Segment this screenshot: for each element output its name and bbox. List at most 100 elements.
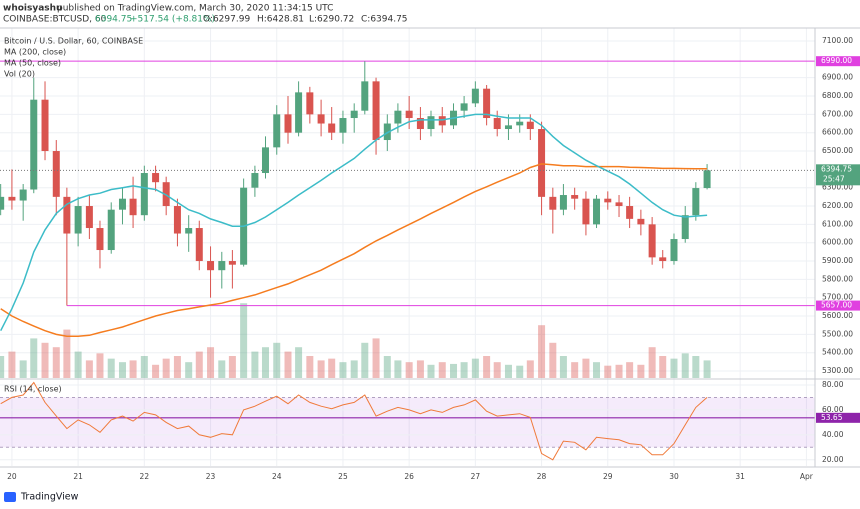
y-tick-label: 5800.00 xyxy=(822,274,853,283)
volume-bar xyxy=(52,347,60,378)
candle-body xyxy=(571,195,579,199)
volume-bar xyxy=(659,356,667,378)
last-price-box xyxy=(816,164,860,186)
y-tick-label: 6100.00 xyxy=(822,219,853,228)
candle-body xyxy=(63,196,71,234)
volume-bar xyxy=(383,356,391,378)
y-tick-label: 6900.00 xyxy=(822,73,853,82)
volume-bar xyxy=(107,358,115,378)
last-price: 6394.75 xyxy=(95,15,132,25)
candle-body xyxy=(195,228,203,262)
footer-brand: TradingView xyxy=(20,492,79,503)
legend-entry: MA (50, close) xyxy=(4,59,61,68)
candle-body xyxy=(471,88,479,104)
volume-bar xyxy=(63,329,71,378)
rsi-tick-label: 60.00 xyxy=(822,405,844,414)
x-tick-label: 24 xyxy=(272,472,282,481)
x-tick-label: 21 xyxy=(73,472,83,481)
candle-body xyxy=(140,173,148,216)
volume-bar xyxy=(372,338,380,378)
volume-bar xyxy=(85,360,93,378)
y-tick-label: 7100.00 xyxy=(822,36,853,45)
candle-body xyxy=(427,116,435,130)
volume-bar xyxy=(582,358,590,378)
volume-bar xyxy=(41,342,49,378)
rsi-label-box xyxy=(816,412,860,423)
candle-body xyxy=(328,123,336,133)
rsi-tick-label: 40.00 xyxy=(822,430,844,439)
candle-body xyxy=(383,123,391,141)
volume-bar xyxy=(471,358,479,378)
candle-body xyxy=(273,114,281,148)
y-tick-label: 6200.00 xyxy=(822,201,853,210)
volume-bar xyxy=(549,342,557,378)
volume-bar xyxy=(162,358,170,378)
legend-entry: Vol (20) xyxy=(4,70,35,79)
candle-body xyxy=(96,228,104,251)
volume-bar xyxy=(30,338,38,378)
volume-bar xyxy=(450,363,458,378)
candle-body xyxy=(118,198,126,210)
volume-bar xyxy=(207,347,215,378)
x-tick-label: 28 xyxy=(537,472,547,481)
ohlc-high: H:6428.81 xyxy=(257,15,304,25)
volume-bar xyxy=(692,356,700,378)
volume-bar xyxy=(118,362,126,378)
candle-body xyxy=(405,110,413,119)
y-tick-label: 6300.00 xyxy=(822,183,853,192)
rsi-tick-label: 20.00 xyxy=(822,455,844,464)
volume-bar xyxy=(350,360,358,378)
y-tick-label: 6000.00 xyxy=(822,238,853,247)
x-tick-label: 30 xyxy=(669,472,679,481)
volume-bar xyxy=(273,342,281,378)
candle-body xyxy=(317,114,325,124)
volume-bar xyxy=(559,356,567,378)
x-tick-label: 25 xyxy=(338,472,348,481)
volume-bar xyxy=(637,364,645,378)
x-tick-label: 26 xyxy=(404,472,414,481)
y-tick-label: 6800.00 xyxy=(822,91,853,100)
volume-bar xyxy=(19,360,27,378)
price-label: 6990.00 xyxy=(821,56,852,65)
volume-bar xyxy=(140,356,148,378)
candle-body xyxy=(129,198,137,216)
volume-bar xyxy=(0,356,5,378)
candle-body xyxy=(173,206,181,234)
volume-bar xyxy=(317,360,325,378)
candle-body xyxy=(74,206,82,234)
rsi-band xyxy=(0,397,815,448)
candle-body xyxy=(504,125,512,130)
author: whoisyashu xyxy=(3,4,62,14)
y-tick-label: 6700.00 xyxy=(822,109,853,118)
candle-body xyxy=(604,198,612,203)
candle-body xyxy=(261,147,269,174)
volume-bar xyxy=(538,325,546,378)
volume-bar xyxy=(152,364,160,378)
volume-bar xyxy=(405,362,413,378)
candle-body xyxy=(703,170,711,189)
volume-bar xyxy=(240,303,248,378)
volume-bar xyxy=(670,358,678,378)
candle-body xyxy=(681,215,689,240)
candle-body xyxy=(41,99,49,152)
ohlc-close: C:6394.75 xyxy=(361,15,408,25)
chart-title: Bitcoin / U.S. Dollar, 60, COINBASE xyxy=(4,37,143,46)
candle-body xyxy=(516,121,524,126)
candle-body xyxy=(0,196,5,210)
volume-bar xyxy=(626,362,634,378)
candle-body xyxy=(207,261,215,271)
candle-body xyxy=(582,198,590,225)
candle-body xyxy=(30,99,38,190)
volume-bar xyxy=(295,347,303,378)
candle-body xyxy=(659,257,667,262)
candle-body xyxy=(493,118,501,130)
price-label-box xyxy=(816,300,860,311)
volume-bar xyxy=(615,364,623,378)
rsi-tick-label: 80.00 xyxy=(822,380,844,389)
volume-bar xyxy=(96,353,104,378)
y-tick-label: 6500.00 xyxy=(822,146,853,155)
y-tick-label: 5600.00 xyxy=(822,311,853,320)
ohlc-low: L:6290.72 xyxy=(309,15,354,25)
volume-bar xyxy=(8,351,16,378)
candle-body xyxy=(218,261,226,271)
